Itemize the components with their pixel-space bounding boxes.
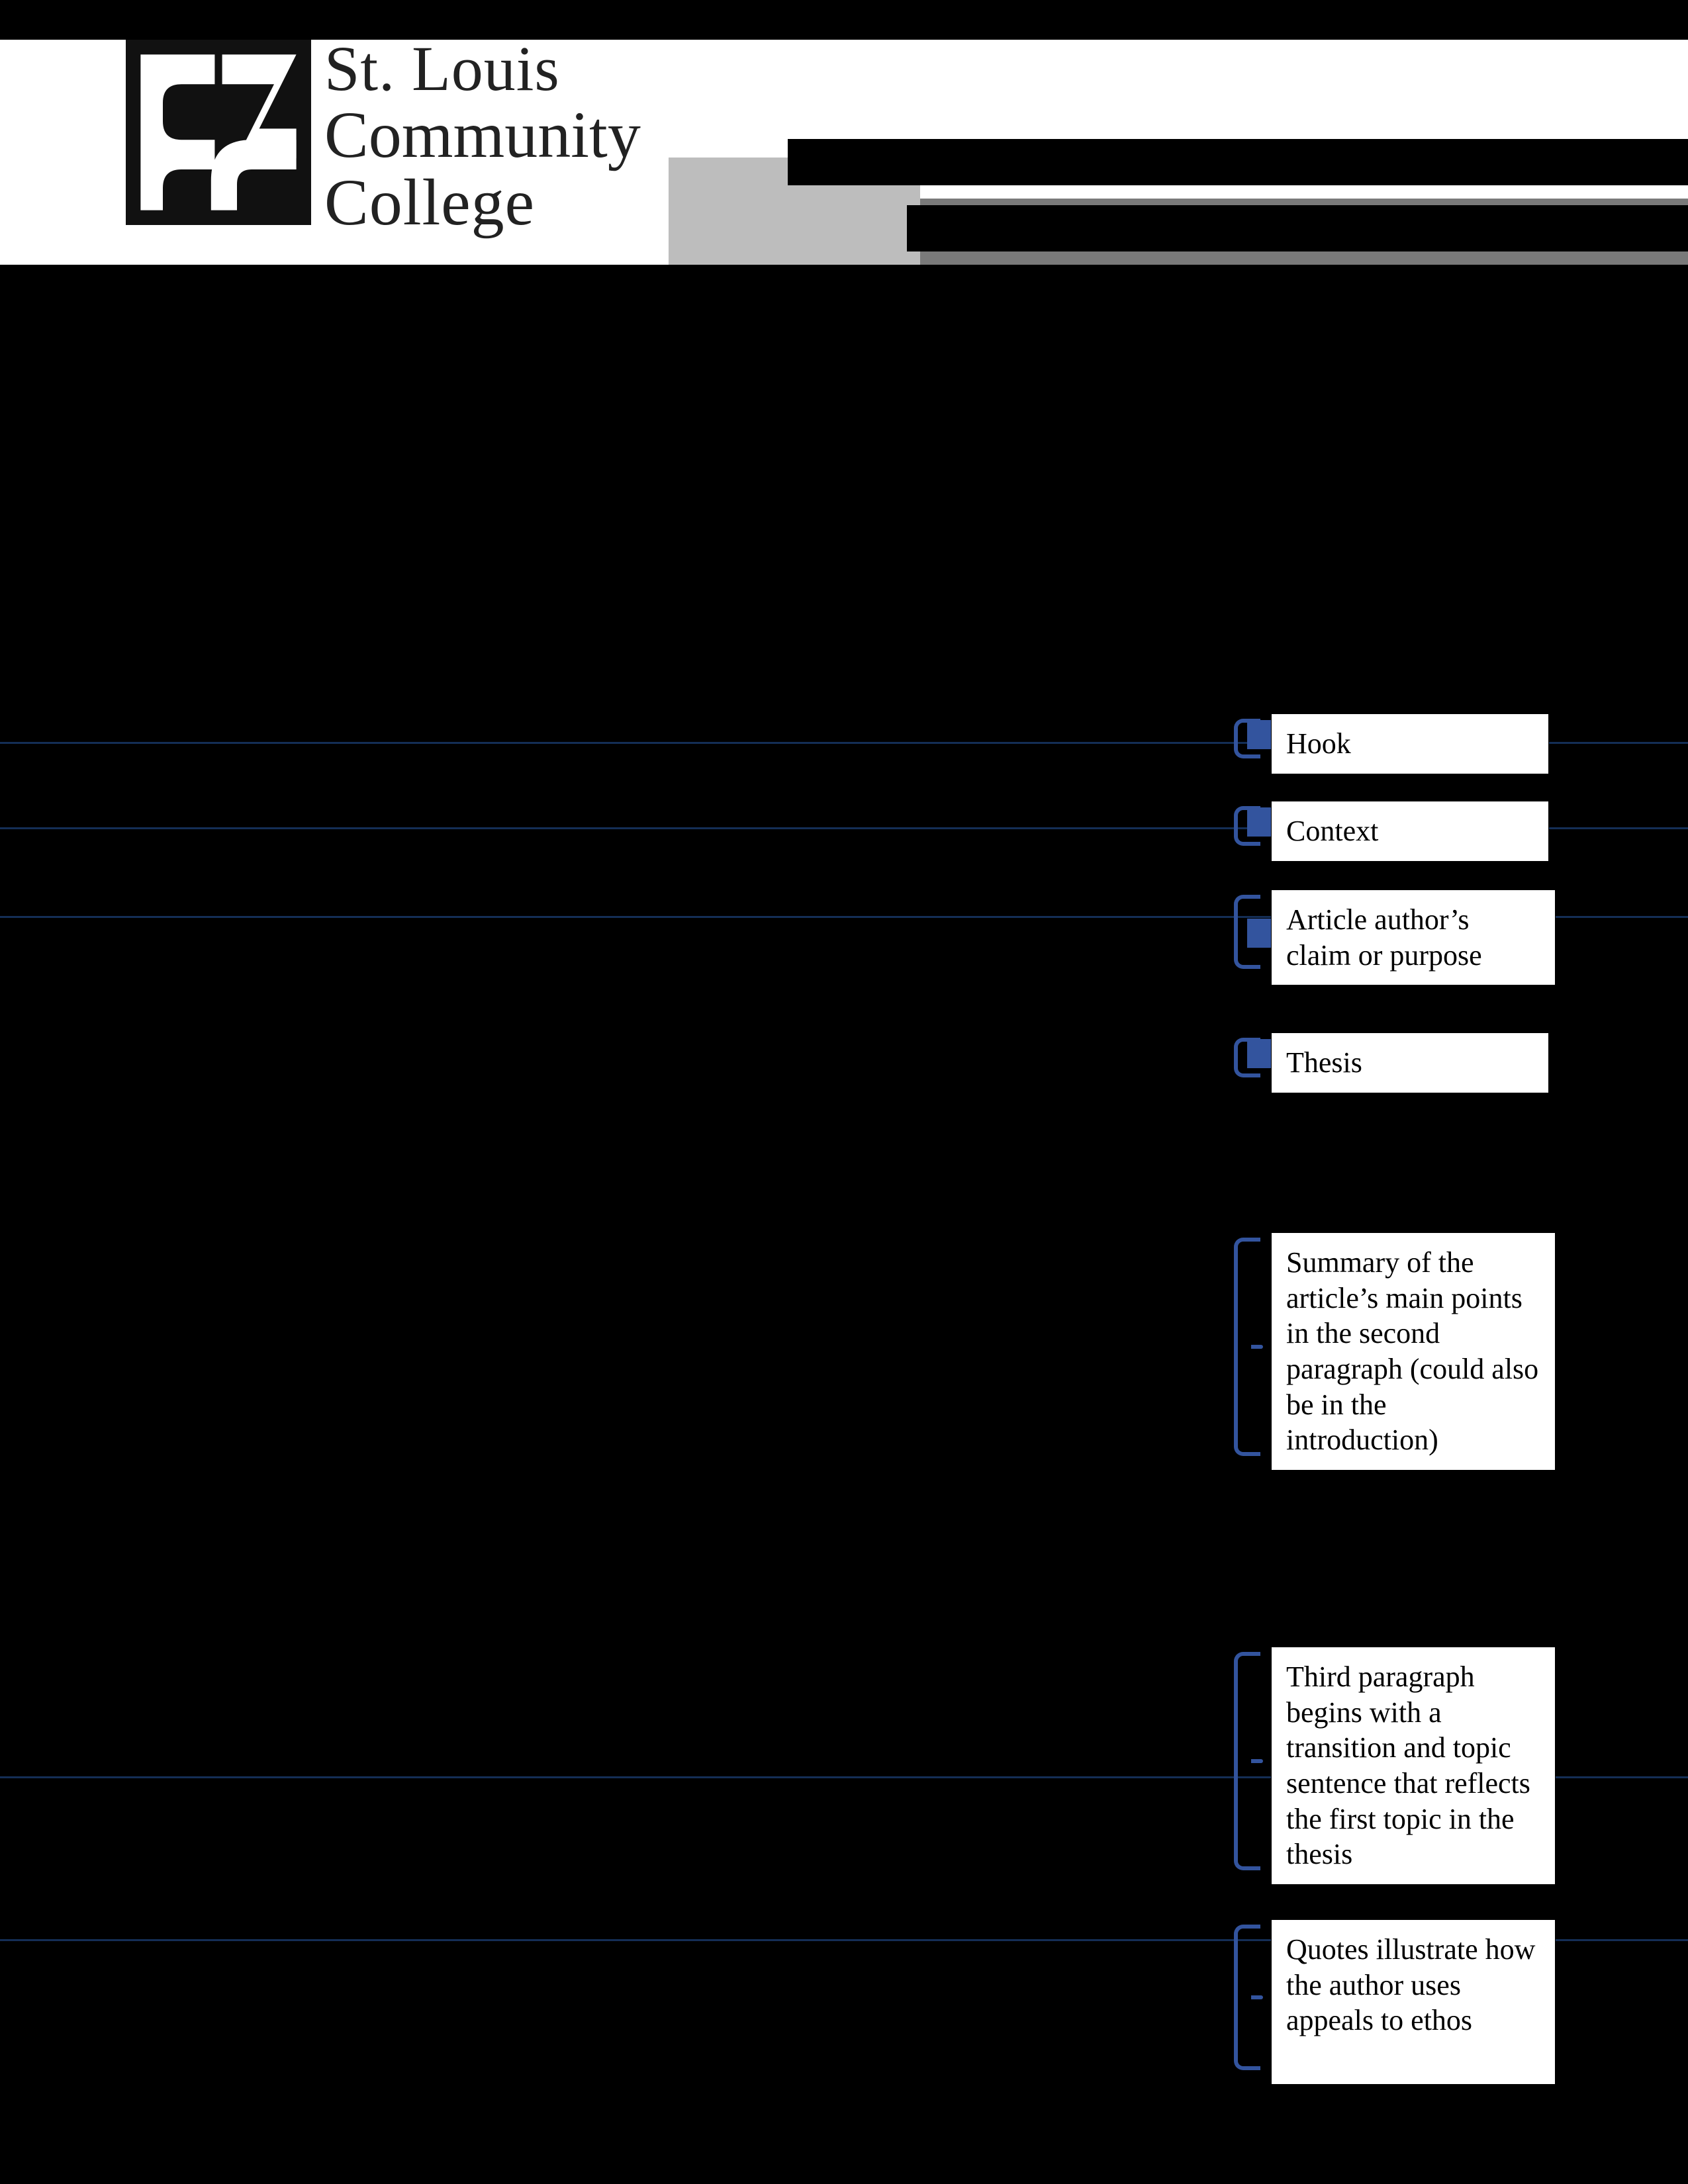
brace-third — [1234, 1652, 1260, 1870]
brace-nub-icon — [1251, 1759, 1263, 1763]
page: St. Louis Community College Hook Context A… — [0, 0, 1688, 2184]
brace-summary — [1234, 1238, 1260, 1456]
callout-summary: Summary of the article’s main points in … — [1271, 1232, 1556, 1471]
logo-line-2: Community — [324, 101, 641, 169]
callout-text-quotes: Quotes illustrate how the author uses ap… — [1286, 1933, 1535, 2036]
callout-text-thesis: Thesis — [1286, 1046, 1362, 1079]
callout-hook: Hook — [1271, 713, 1549, 774]
callout-text-third: Third paragraph begins with a transition… — [1286, 1661, 1530, 1870]
callout-thesis: Thesis — [1271, 1032, 1549, 1093]
callout-claim: Article author’s claim or purpose — [1271, 889, 1556, 985]
callout-third: Third paragraph begins with a transition… — [1271, 1647, 1556, 1885]
callout-text-summary: Summary of the article’s main points in … — [1286, 1246, 1538, 1456]
callout-text-hook: Hook — [1286, 727, 1351, 760]
logo-line-1: St. Louis — [324, 36, 641, 101]
logo-line-3: College — [324, 169, 641, 236]
logo-text: St. Louis Community College — [324, 36, 641, 236]
callout-text-context: Context — [1286, 815, 1378, 847]
connector-tab-context — [1247, 807, 1271, 837]
logo-mark — [126, 40, 311, 225]
connector-tab-hook — [1247, 720, 1271, 749]
brace-nub-icon — [1251, 1345, 1263, 1349]
stlcc-logo-icon — [126, 40, 311, 225]
callout-quotes: Quotes illustrate how the author uses ap… — [1271, 1919, 1556, 2085]
brace-nub-icon — [1251, 1995, 1263, 1999]
callout-text-claim: Article author’s claim or purpose — [1286, 903, 1482, 972]
callout-context: Context — [1271, 801, 1549, 862]
header-black-bar-2 — [907, 205, 1688, 251]
connector-tab-claim — [1247, 919, 1271, 948]
brace-quotes — [1234, 1925, 1260, 2070]
connector-tab-thesis — [1247, 1039, 1271, 1068]
header-black-bar-1 — [788, 139, 1688, 185]
